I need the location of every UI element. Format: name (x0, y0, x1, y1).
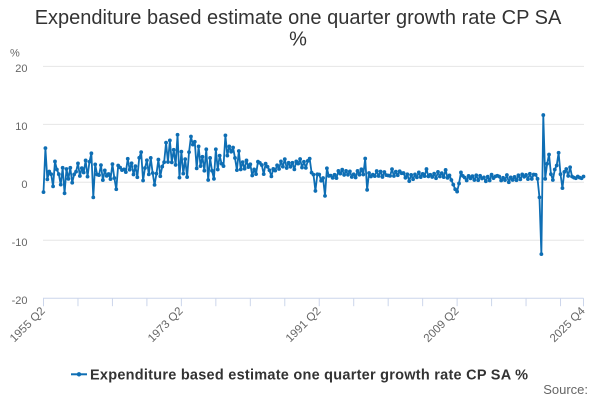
svg-text:-20: -20 (12, 295, 28, 307)
svg-text:Expenditure based estimate one: Expenditure based estimate one quarter g… (90, 367, 528, 383)
svg-text:-10: -10 (12, 237, 28, 249)
svg-text:%: % (289, 29, 307, 51)
svg-text:%: % (10, 48, 20, 60)
svg-text:Source:: Source: (543, 382, 588, 397)
svg-text:0: 0 (21, 179, 27, 191)
svg-text:Expenditure based estimate one: Expenditure based estimate one quarter g… (35, 7, 562, 29)
svg-text:20: 20 (15, 63, 27, 75)
svg-text:10: 10 (15, 121, 27, 133)
